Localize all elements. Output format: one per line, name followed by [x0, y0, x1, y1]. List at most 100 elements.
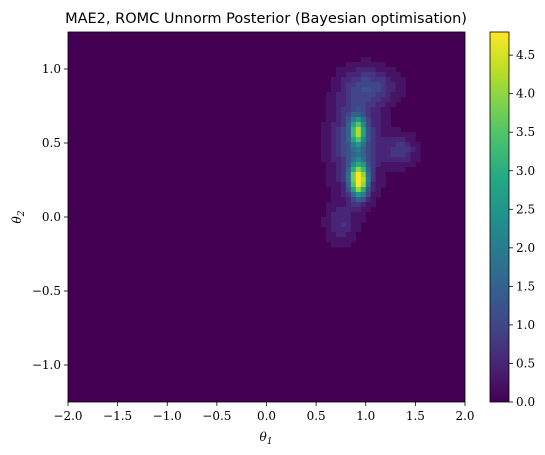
density-cell — [380, 72, 386, 78]
density-cell — [345, 237, 352, 243]
density-cell — [340, 92, 347, 98]
density-cell — [340, 237, 347, 243]
density-cell — [395, 142, 401, 148]
density-cell — [375, 177, 382, 183]
density-cell — [375, 92, 382, 98]
density-cell — [355, 202, 362, 208]
density-cell — [350, 127, 357, 133]
density-cell — [331, 152, 337, 158]
density-cell — [360, 77, 367, 83]
density-cell — [326, 232, 332, 238]
density-cell — [395, 152, 401, 158]
density-cell — [331, 177, 337, 183]
colorbar-tick-label: 4.0 — [516, 87, 535, 101]
density-cell — [335, 222, 342, 228]
x-tick-label: 1.5 — [406, 409, 425, 423]
density-cell — [350, 122, 357, 128]
density-cell — [370, 177, 377, 183]
density-cell — [355, 122, 362, 128]
density-cell — [365, 177, 372, 183]
density-cell — [410, 142, 416, 148]
density-cell — [331, 117, 337, 123]
density-cell — [370, 157, 377, 163]
density-cell — [350, 217, 357, 223]
density-cell — [360, 137, 367, 143]
density-cell — [350, 182, 357, 188]
density-cell — [350, 172, 357, 178]
density-cell — [395, 92, 401, 98]
density-cell — [365, 77, 372, 83]
density-cell — [390, 102, 396, 108]
density-cell — [326, 102, 332, 108]
density-cell — [360, 162, 367, 168]
density-cell — [360, 187, 367, 193]
density-cell — [345, 92, 352, 98]
density-cell — [331, 197, 337, 203]
density-cell — [355, 207, 362, 213]
density-cell — [375, 157, 382, 163]
density-cell — [400, 147, 406, 153]
density-cell — [370, 107, 377, 113]
density-cell — [345, 162, 352, 168]
density-cell — [326, 162, 332, 168]
density-cell — [326, 147, 332, 153]
density-cell — [360, 152, 367, 158]
density-cell — [375, 72, 382, 78]
density-cell — [370, 152, 377, 158]
density-cell — [370, 92, 377, 98]
density-cell — [345, 167, 352, 173]
density-cell — [331, 107, 337, 113]
density-cell — [385, 127, 391, 133]
density-cell — [331, 167, 337, 173]
density-cell — [345, 212, 352, 218]
density-cell — [375, 137, 382, 143]
density-cell — [331, 132, 337, 138]
density-cell — [395, 127, 401, 133]
density-cell — [321, 137, 327, 143]
density-cell — [335, 217, 342, 223]
density-cell — [345, 122, 352, 128]
density-cell — [385, 162, 391, 168]
density-cell — [331, 222, 337, 228]
density-cell — [390, 77, 396, 83]
density-cell — [375, 102, 382, 108]
density-cell — [350, 192, 357, 198]
density-cell — [365, 172, 372, 178]
density-cell — [326, 137, 332, 143]
density-cell — [355, 102, 362, 108]
density-cell — [360, 97, 367, 103]
density-cell — [331, 82, 337, 88]
density-cell — [321, 142, 327, 148]
density-cell — [350, 222, 357, 228]
density-cell — [345, 137, 352, 143]
density-cell — [340, 157, 347, 163]
density-cell — [350, 202, 357, 208]
density-cell — [380, 167, 386, 173]
density-cell — [410, 137, 416, 143]
density-cell — [355, 72, 362, 78]
density-cell — [365, 92, 372, 98]
density-cell — [345, 157, 352, 163]
density-cell — [355, 62, 362, 68]
density-cell — [340, 227, 347, 233]
density-cell — [340, 242, 347, 248]
density-cell — [345, 107, 352, 113]
density-cell — [355, 92, 362, 98]
density-cell — [380, 162, 386, 168]
y-axis: −1.0 −0.5 0.0 0.5 1.0 — [32, 62, 68, 372]
density-cell — [335, 122, 342, 128]
density-cell — [375, 167, 382, 173]
density-cell — [405, 167, 411, 173]
density-cell — [355, 82, 362, 88]
colorbar: 0.0 0.5 1.0 1.5 2.0 2.5 3.0 3.5 4.0 4.5 — [489, 31, 535, 409]
density-cell — [380, 102, 386, 108]
density-cell — [360, 197, 367, 203]
density-cell — [385, 62, 391, 68]
density-cell — [400, 137, 406, 143]
density-cell — [370, 147, 377, 153]
density-cell — [326, 177, 332, 183]
density-cell — [385, 147, 391, 153]
density-cell — [375, 67, 382, 73]
density-cell — [365, 182, 372, 188]
density-cell — [385, 97, 391, 103]
